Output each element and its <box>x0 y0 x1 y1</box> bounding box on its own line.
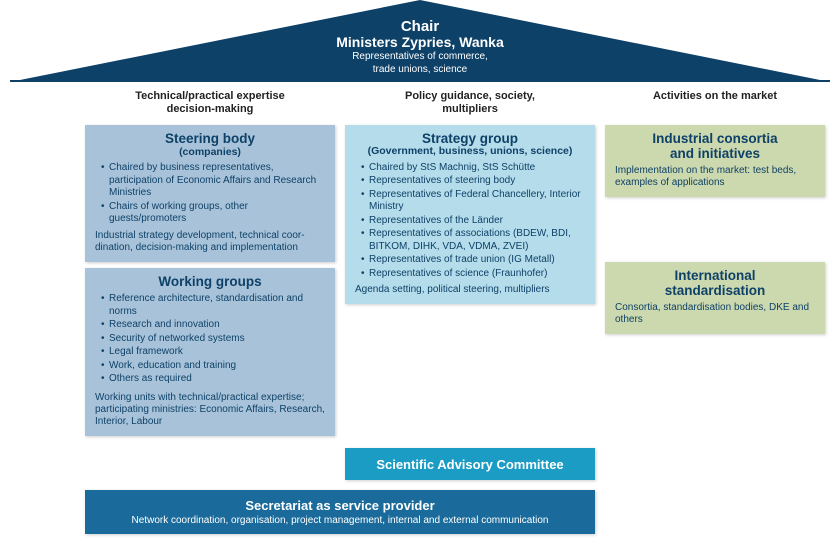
scientific-title: Scientific Advisory Committee <box>376 457 563 472</box>
chair-title: Chair <box>10 18 830 35</box>
list-item: Representatives of the Länder <box>361 215 585 228</box>
working-footer: Working units with technical/practical e… <box>95 392 325 428</box>
roof-baseline <box>10 80 830 82</box>
industrial-title-2: and initiatives <box>615 146 815 161</box>
chair-reps-2: trade unions, science <box>10 64 830 76</box>
working-title: Working groups <box>95 274 325 289</box>
list-item: Research and innovation <box>101 319 325 332</box>
steering-bullets: Chaired by business representatives, par… <box>101 162 325 226</box>
list-item: Others as required <box>101 373 325 386</box>
col3-line1: Activities on the market <box>605 90 825 103</box>
list-item: Chaired by StS Machnig, StS Schütte <box>361 162 585 175</box>
strategy-bullets: Chaired by StS Machnig, StS Schütte Repr… <box>361 162 585 281</box>
col1-line1: Technical/practical expertise <box>85 90 335 103</box>
secretariat-banner: Secretariat as service provider Network … <box>85 490 595 534</box>
secretariat-footer: Network coordination, organisation, proj… <box>132 515 549 526</box>
working-groups-box: Working groups Reference architecture, s… <box>85 268 335 436</box>
list-item: Representatives of trade union (IG Metal… <box>361 254 585 267</box>
roof: Chair Ministers Zypries, Wanka Represent… <box>10 0 830 90</box>
industrial-consortia-box: Industrial consortia and initiatives Imp… <box>605 125 825 197</box>
secretariat-title: Secretariat as service provider <box>245 498 434 513</box>
standard-title-2: standardisation <box>615 283 815 298</box>
industrial-footer: Implementation on the market: test beds,… <box>615 165 815 189</box>
steering-subtitle: (companies) <box>95 146 325 158</box>
list-item: Security of networked systems <box>101 333 325 346</box>
list-item: Reference architecture, standardisation … <box>101 293 325 318</box>
international-standardisation-box: International standardisation Consortia,… <box>605 262 825 334</box>
list-item: Representatives of Federal Chancellery, … <box>361 189 585 214</box>
list-item: Legal framework <box>101 346 325 359</box>
chair-names: Ministers Zypries, Wanka <box>10 34 830 50</box>
list-item: Representatives of associations (BDEW, B… <box>361 228 585 253</box>
column-header-2: Policy guidance, society, multipliers <box>345 90 595 115</box>
steering-body-box: Steering body (companies) Chaired by bus… <box>85 125 335 262</box>
chair-reps-1: Representatives of commerce, <box>10 51 830 63</box>
strategy-footer: Agenda setting, political steering, mult… <box>355 284 585 296</box>
col2-line1: Policy guidance, society, <box>345 90 595 103</box>
list-item: Work, education and training <box>101 360 325 373</box>
strategy-subtitle: (Government, business, unions, science) <box>355 146 585 158</box>
strategy-group-box: Strategy group (Government, business, un… <box>345 125 595 304</box>
list-item: Representatives of science (Fraunhofer) <box>361 268 585 281</box>
working-bullets: Reference architecture, standardisation … <box>101 293 325 386</box>
strategy-title: Strategy group <box>355 131 585 146</box>
list-item: Chairs of working groups, other guests/p… <box>101 201 325 226</box>
standard-footer: Consortia, standardisation bodies, DKE a… <box>615 302 815 326</box>
steering-footer: Industrial strategy development, technic… <box>95 230 325 254</box>
list-item: Representatives of steering body <box>361 175 585 188</box>
col2-line2: multipliers <box>345 103 595 116</box>
industrial-title-1: Industrial consortia <box>615 131 815 146</box>
col1-line2: decision-making <box>85 103 335 116</box>
standard-title-1: International <box>615 268 815 283</box>
column-header-3: Activities on the market <box>605 90 825 103</box>
column-header-1: Technical/practical expertise decision-m… <box>85 90 335 115</box>
steering-title: Steering body <box>95 131 325 146</box>
list-item: Chaired by business representatives, par… <box>101 162 325 200</box>
roof-text: Chair Ministers Zypries, Wanka Represent… <box>10 18 830 75</box>
scientific-advisory-banner: Scientific Advisory Committee <box>345 448 595 480</box>
